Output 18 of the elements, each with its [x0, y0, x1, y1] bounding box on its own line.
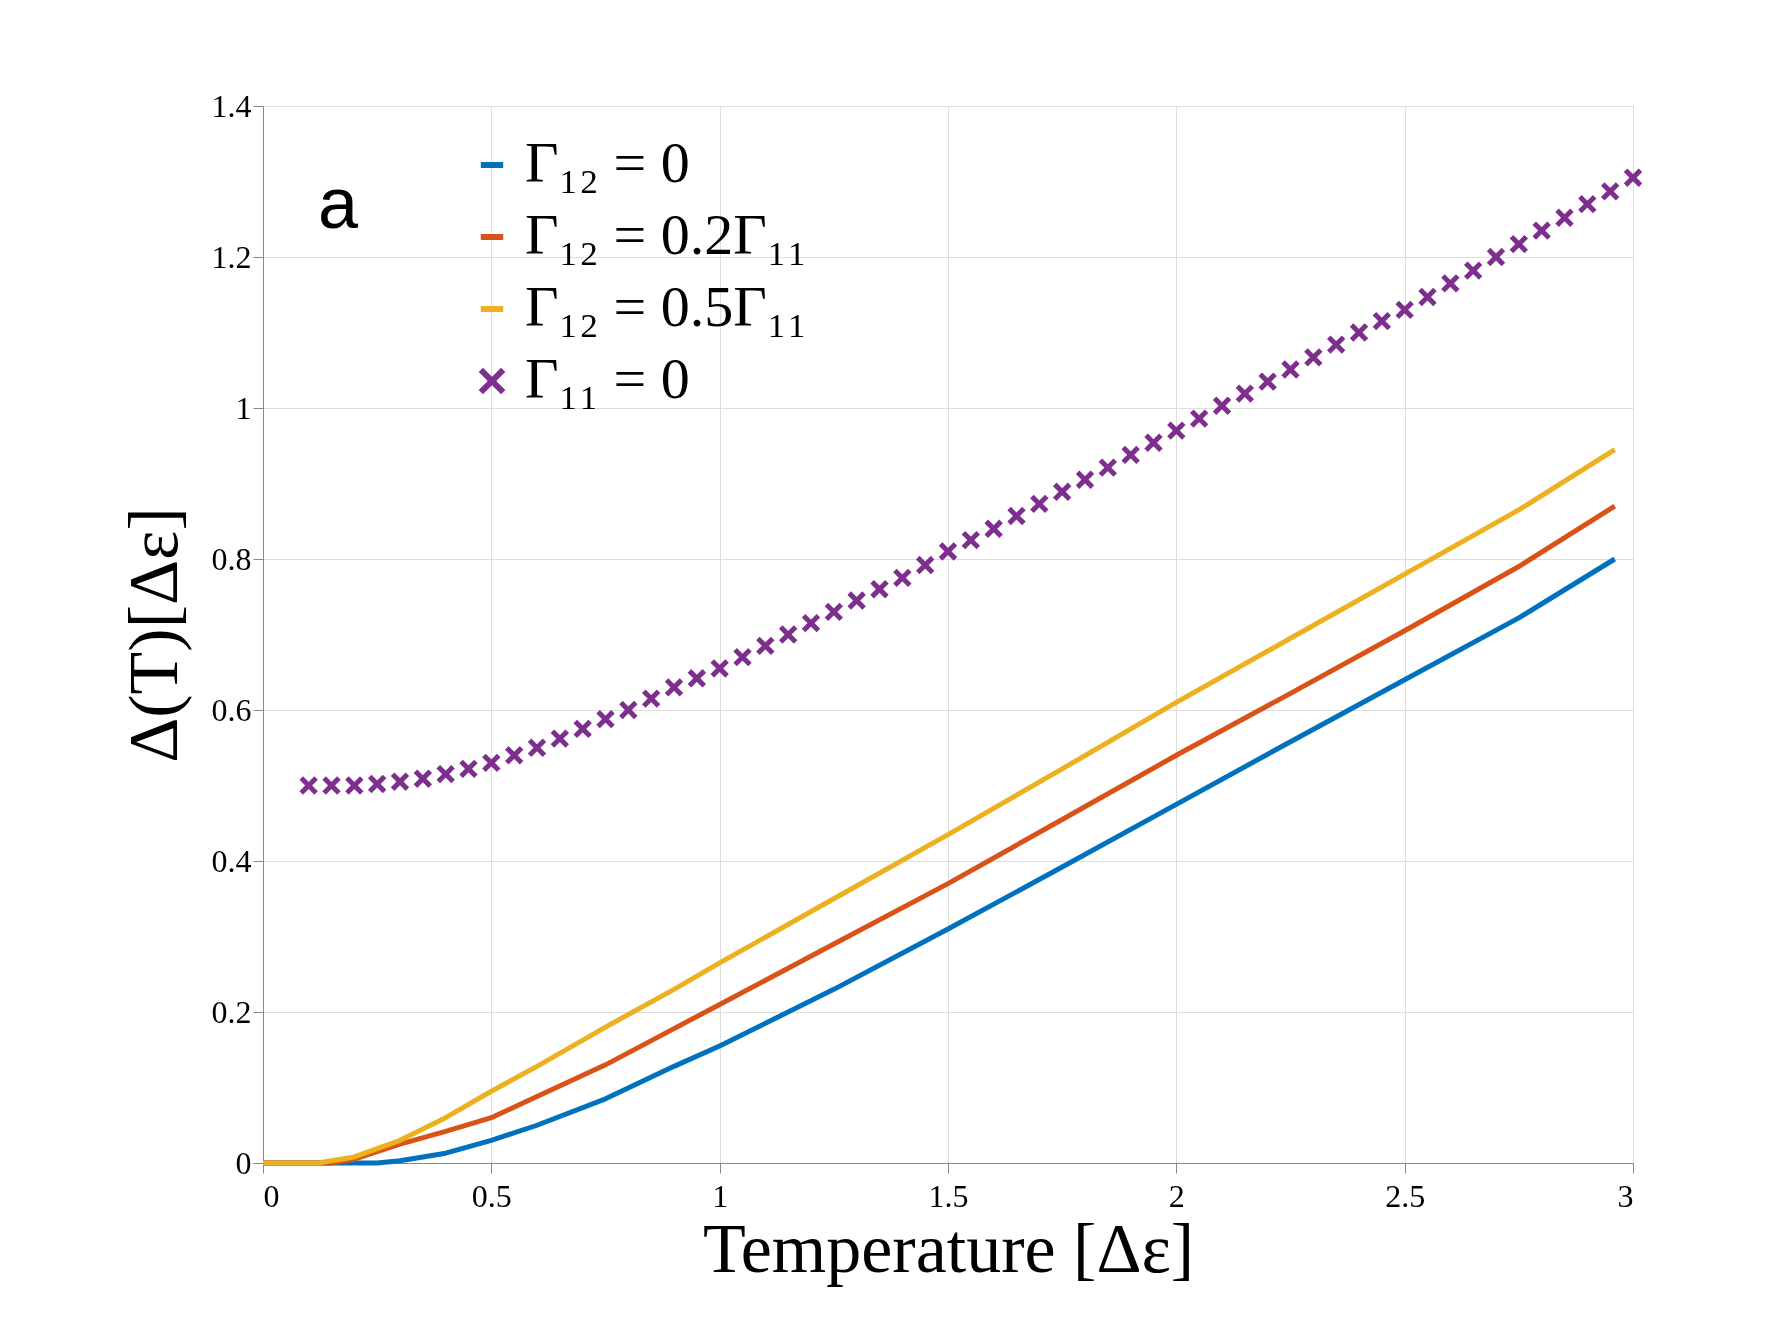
legend-label: Γ₁₂ = 0.2Γ₁₁	[525, 202, 808, 267]
y-axis-title: Δ(T)[Δε]	[114, 507, 192, 763]
y-tick-label: 1.2	[211, 238, 252, 275]
y-tick-label: 0.6	[211, 691, 252, 728]
x-tick-label: 2.5	[1385, 1177, 1426, 1214]
x-tick-label: 0.5	[471, 1177, 512, 1214]
y-tick-label: 0	[235, 1144, 252, 1181]
y-tick-label: 1.4	[211, 87, 252, 124]
legend-label: Γ₁₂ = 0.5Γ₁₁	[525, 274, 808, 339]
x-tick-label: 3	[1617, 1177, 1634, 1214]
legend-label: Γ₁₂ = 0	[525, 130, 690, 195]
x-tick-label: 0	[263, 1177, 280, 1214]
legend-label: Γ₁₁ = 0	[525, 346, 690, 411]
y-tick-label: 0.8	[211, 540, 252, 577]
y-tick-label: 1	[235, 389, 252, 426]
y-tick-label: 0.4	[211, 842, 252, 879]
annotation: a	[318, 163, 359, 243]
y-tick-label: 0.2	[211, 993, 252, 1030]
